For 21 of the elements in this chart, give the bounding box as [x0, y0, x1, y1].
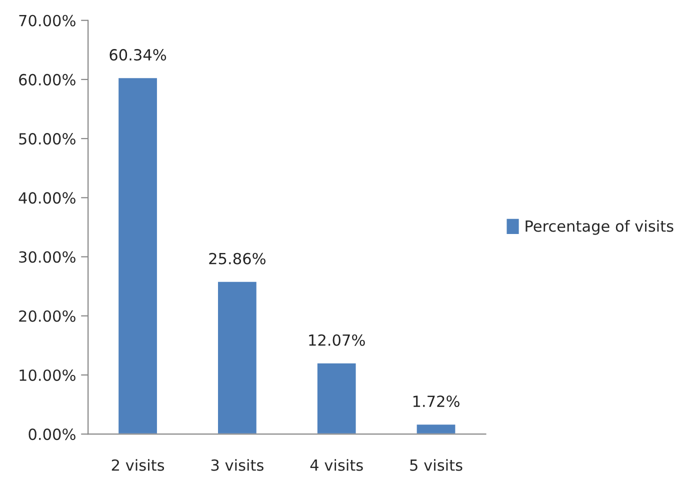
x-tick-label: 2 visits: [112, 459, 164, 471]
y-tick-label: 20.00%: [19, 310, 76, 322]
y-tick-label: 50.00%: [19, 133, 76, 145]
bar: [216, 280, 258, 434]
x-tick-label: 4 visits: [310, 459, 363, 471]
y-tick-label: 0.00%: [28, 428, 76, 440]
data-label: 25.86%: [209, 252, 266, 264]
y-tick-label: 70.00%: [19, 14, 76, 26]
y-tick-label: 60.00%: [19, 74, 76, 86]
y-tick-label: 40.00%: [18, 192, 76, 204]
bar: [117, 76, 158, 434]
bar: [316, 362, 358, 434]
legend-label: Percentage of visits: [526, 220, 674, 235]
x-tick-label: 5 visits: [410, 459, 462, 471]
data-label: 60.34%: [110, 49, 166, 61]
y-tick-label: 30.00%: [19, 251, 76, 263]
data-label: 1.72%: [413, 396, 460, 408]
y-tick-label: 10.00%: [20, 369, 76, 381]
bar: [415, 423, 457, 434]
data-label: 12.07%: [309, 334, 365, 346]
x-tick-label: 3 visits: [211, 459, 264, 471]
